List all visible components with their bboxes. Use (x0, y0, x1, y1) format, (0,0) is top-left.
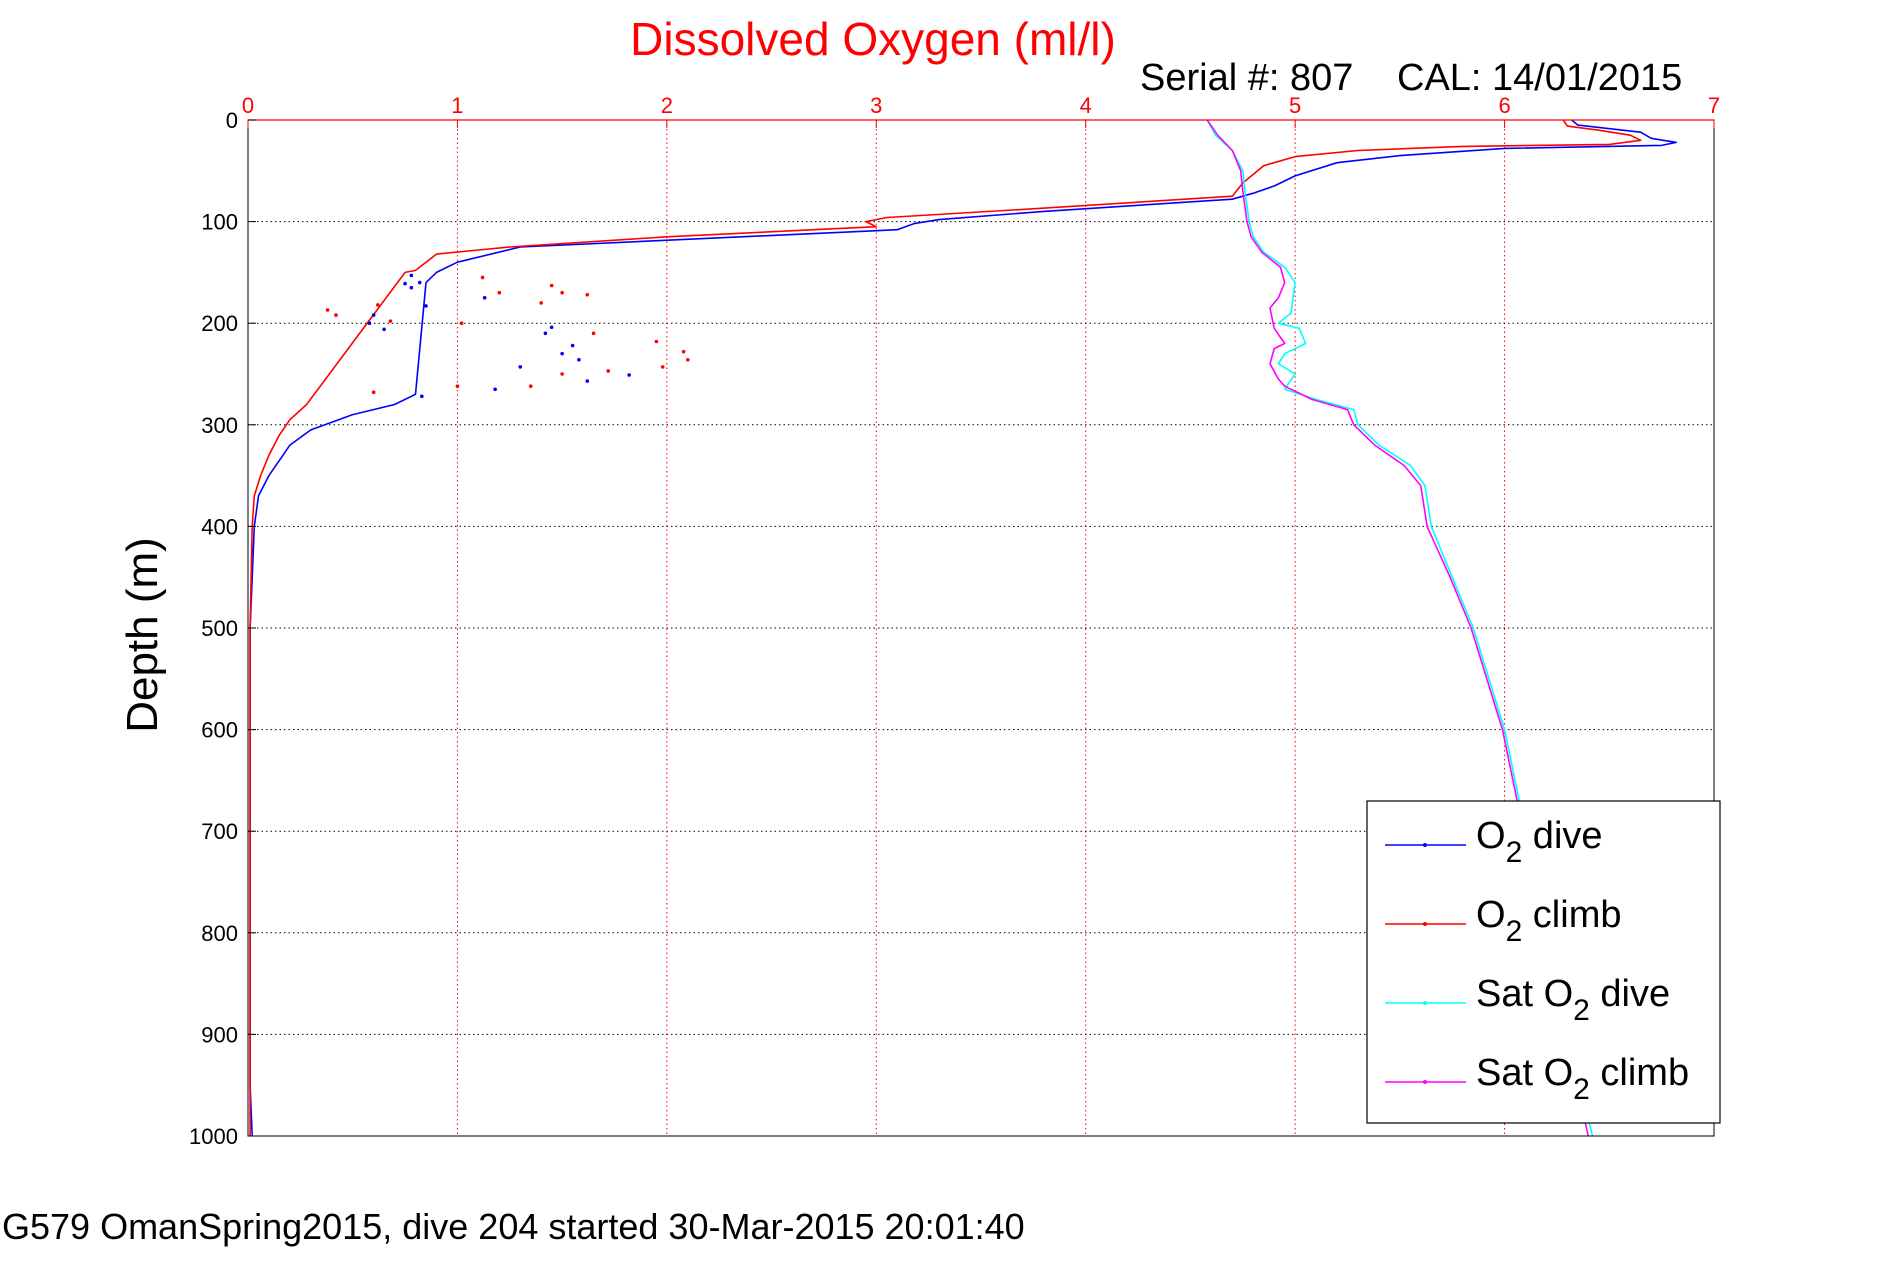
data-point-o2_climb (606, 369, 611, 373)
data-point-o2_climb (455, 384, 460, 388)
x-tick-label: 6 (1498, 93, 1510, 118)
chart-title: Dissolved Oxygen (ml/l) (630, 13, 1116, 65)
data-point-o2_dive (585, 379, 590, 383)
data-point-o2_climb (459, 321, 464, 326)
data-point-o2_dive (482, 296, 487, 300)
data-point-o2_climb (497, 290, 502, 295)
x-tick-label: 3 (870, 93, 882, 118)
data-point-o2_dive (382, 327, 386, 332)
data-point-o2_climb (591, 331, 596, 336)
x-tick-label: 1 (451, 93, 463, 118)
y-tick-label: 0 (226, 108, 238, 133)
data-point-o2_climb (325, 308, 330, 312)
x-tick-label: 7 (1708, 93, 1720, 118)
serial-number: Serial #: 807 (1140, 57, 1353, 99)
data-point-o2_dive (627, 373, 631, 377)
data-point-o2_dive (409, 273, 414, 278)
data-point-o2_climb (539, 301, 543, 305)
data-point-o2_climb (681, 349, 686, 354)
data-point-o2_dive (403, 281, 407, 286)
y-tick-label: 200 (201, 311, 238, 336)
data-point-o2_climb (334, 313, 338, 317)
data-point-o2_dive (409, 285, 414, 290)
y-tick-label: 400 (201, 514, 238, 539)
series-line-sat_climb (1206, 119, 1590, 1137)
x-tick-label: 2 (661, 93, 673, 118)
legend-marker-sat_climb (1423, 1080, 1427, 1084)
data-point-o2_climb (388, 319, 393, 323)
data-point-o2_climb (585, 292, 590, 297)
x-tick-label: 4 (1080, 93, 1092, 118)
y-tick-label: 100 (201, 210, 238, 235)
y-tick-label: 700 (201, 819, 238, 844)
y-tick-label: 800 (201, 921, 238, 946)
data-point-o2_dive (424, 304, 428, 308)
y-tick-label: 300 (201, 413, 238, 438)
data-point-o2_climb (560, 290, 564, 295)
y-tick-label: 900 (201, 1022, 238, 1047)
data-point-o2_climb (560, 372, 564, 376)
x-tick-label: 5 (1289, 93, 1301, 118)
data-point-o2_dive (417, 280, 422, 285)
data-point-o2_dive (570, 343, 575, 348)
data-point-o2_dive (371, 313, 376, 317)
grid (248, 120, 1714, 1136)
data-point-o2_dive (577, 357, 581, 362)
data-point-o2_dive (560, 351, 564, 356)
series-line-sat_dive (1206, 119, 1594, 1137)
data-point-o2_dive (543, 331, 548, 336)
data-point-o2_climb (480, 275, 485, 280)
data-point-o2_dive (420, 394, 424, 399)
data-point-o2_climb (654, 339, 659, 344)
y-tick-label: 500 (201, 616, 238, 641)
legend-marker-o2_dive (1423, 843, 1427, 847)
data-point-o2_climb (371, 390, 376, 395)
data-point-o2_climb (549, 283, 554, 288)
data-point-o2_dive (493, 387, 497, 392)
legend-marker-sat_dive (1423, 1001, 1427, 1005)
x-ticks: 0 1 2 3 4 5 6 7 (242, 93, 1720, 128)
y-tick-label: 600 (201, 718, 238, 743)
y-axis-label: Depth (m) (118, 537, 167, 733)
legend-box (1366, 800, 1721, 1124)
y-tick-label: 1000 (189, 1124, 238, 1149)
data-point-o2_climb (528, 384, 533, 388)
data-point-o2_dive (367, 321, 372, 326)
data-point-o2_climb (376, 303, 380, 307)
data-point-o2_climb (686, 357, 690, 362)
x-tick-label: 0 (242, 93, 254, 118)
data-point-o2_climb (660, 365, 665, 369)
dive-info-footer: G579 OmanSpring2015, dive 204 started 30… (2, 1206, 1025, 1247)
data-point-o2_dive (549, 325, 554, 330)
calibration-date: CAL: 14/01/2015 (1397, 57, 1682, 99)
legend-marker-o2_climb (1423, 922, 1427, 926)
data-point-o2_dive (518, 365, 523, 369)
y-ticks: 0 100 200 300 400 500 600 700 800 900 1000 (189, 108, 256, 1149)
